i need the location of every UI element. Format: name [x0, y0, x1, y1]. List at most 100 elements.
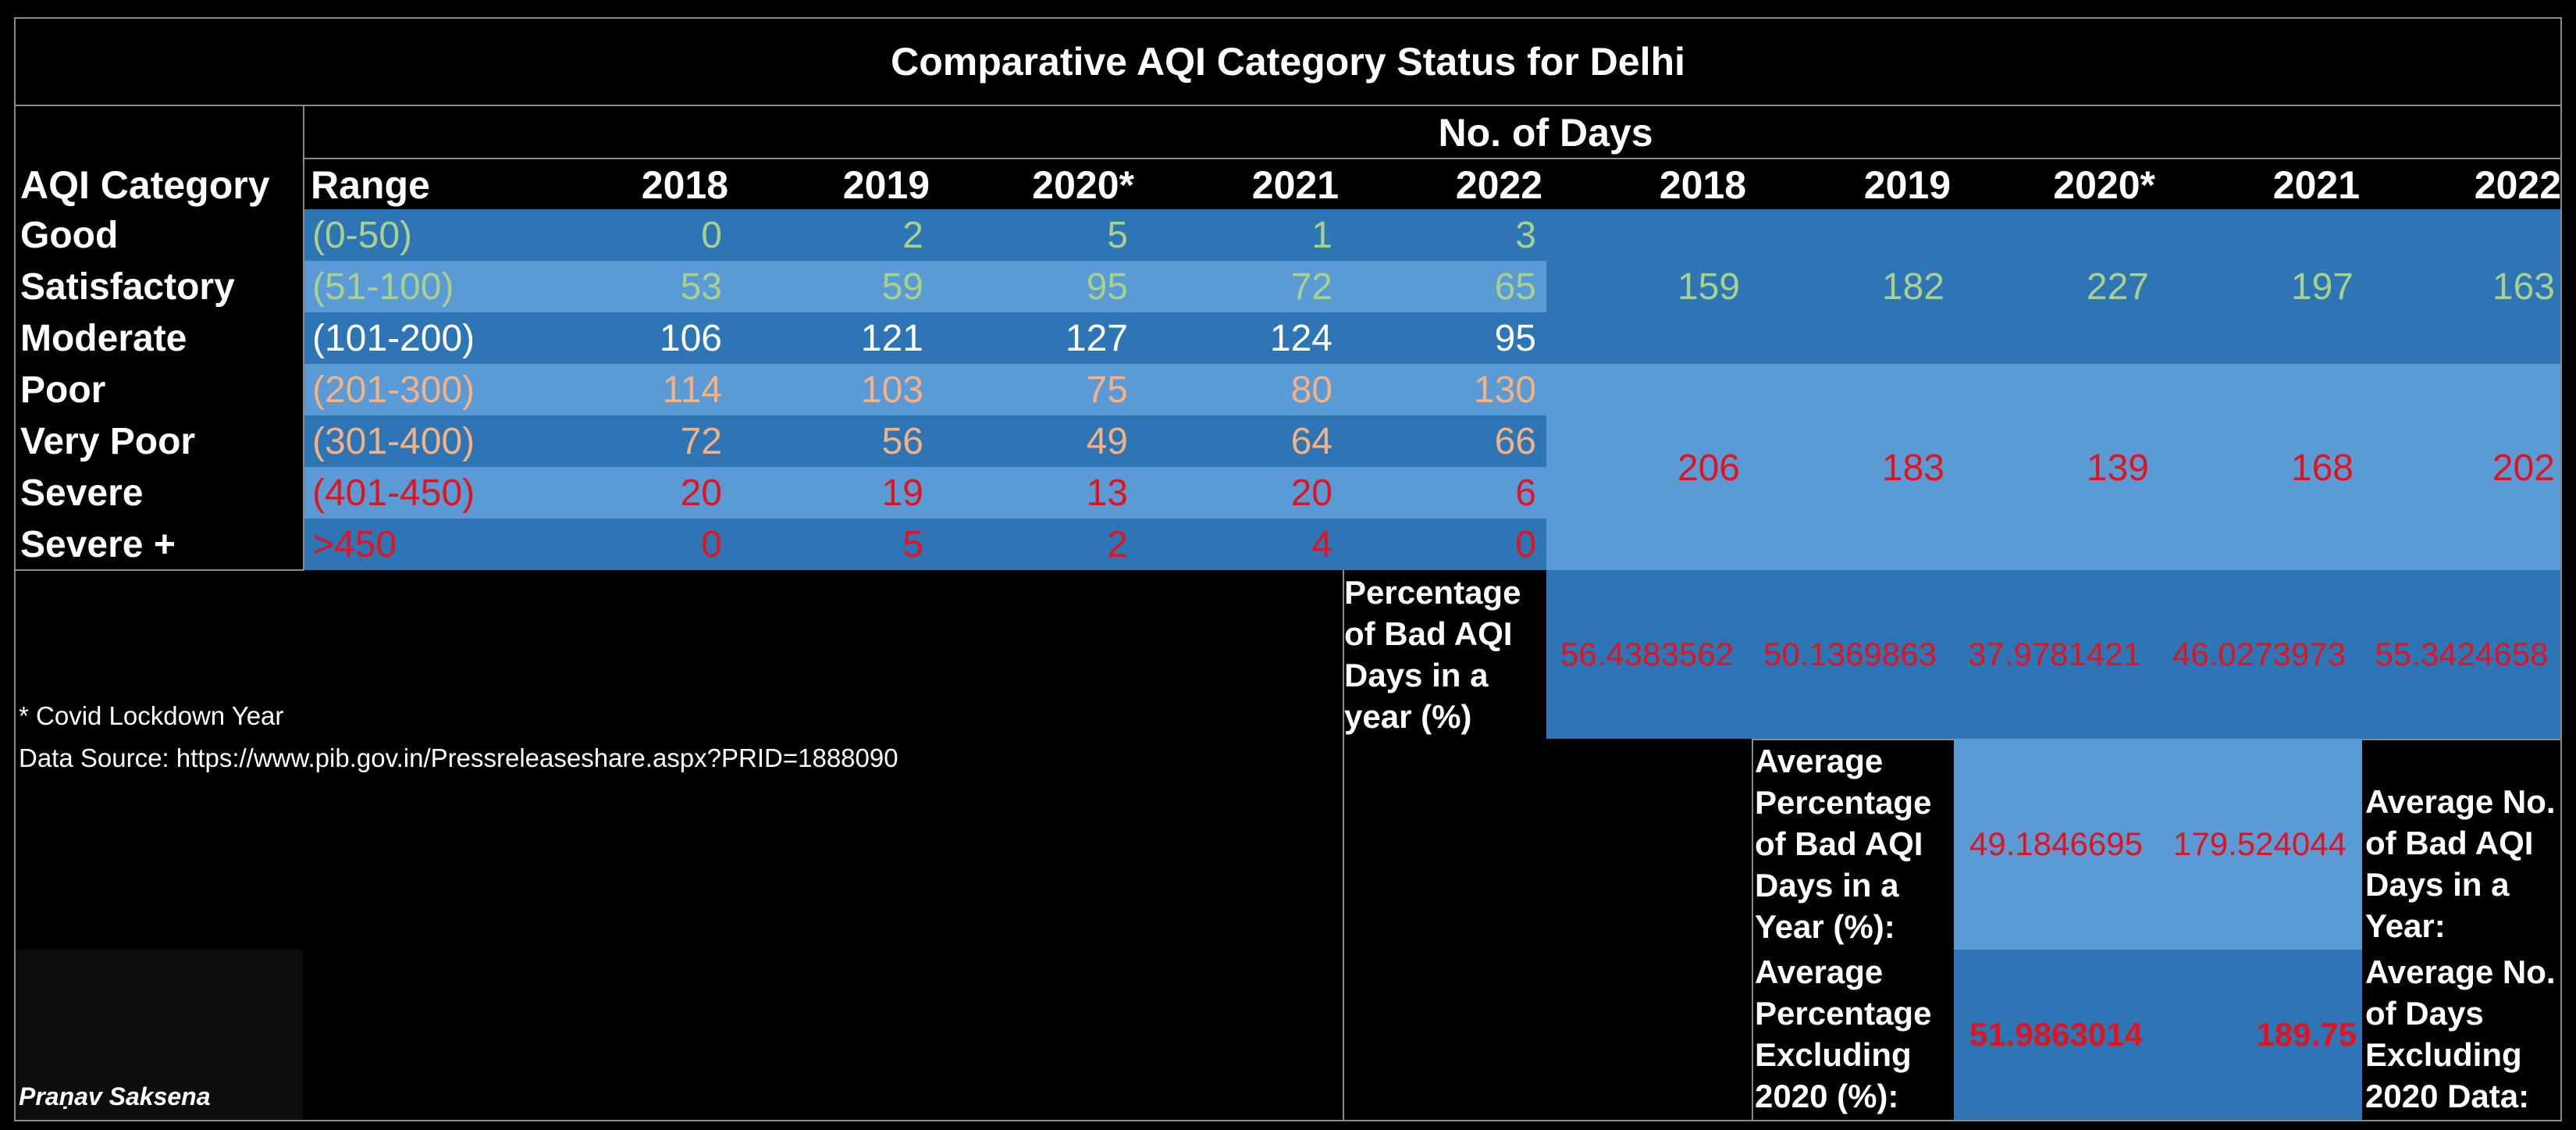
category-satisfactory: Satisfactory — [20, 266, 235, 308]
avg-excl-pct-label: Average Percentage Excluding 2020 (%): — [1755, 954, 1932, 1114]
avg-row-bg — [1954, 739, 2362, 950]
value-satisfactory-2020: 95 — [1086, 266, 1128, 308]
value-severe-2020: 13 — [1086, 472, 1128, 514]
table-bottom-divider — [14, 569, 304, 571]
avg-pct-label: Average Percentage of Bad AQI Days in a … — [1755, 743, 1932, 945]
pct-bad-2019: 50.1369863 — [1763, 636, 1937, 672]
row-moderate-bg — [304, 312, 1546, 364]
value-severe-2021: 20 — [1290, 472, 1332, 514]
pct-bad-2018: 56.4383562 — [1560, 636, 1734, 672]
value-good-2020: 5 — [1107, 214, 1128, 256]
value-satisfactory-2019: 59 — [881, 266, 923, 308]
category-severe: Severe — [20, 472, 144, 514]
value-satisfactory-2018: 53 — [680, 266, 722, 308]
category-poor: Poor — [20, 369, 106, 411]
value-very-poor-2021: 64 — [1290, 420, 1332, 462]
avg-days-value: 179.524044 — [2173, 825, 2347, 862]
range-good: (0-50) — [312, 214, 413, 256]
good-days-2019: 182 — [1881, 266, 1944, 308]
range-poor: (201-300) — [312, 369, 475, 411]
summary-year-header-2021: 2021 — [2272, 163, 2360, 207]
avg-days-label: Average No. of Bad AQI Days in a Year: — [2365, 783, 2556, 944]
bad-days-2020: 139 — [2086, 447, 2149, 489]
value-severe-2018: 20 — [680, 472, 722, 514]
value-good-2022: 3 — [1515, 214, 1536, 256]
avg-excl-pct-value: 51.9863014 — [1969, 1016, 2143, 1053]
year-header-2020: 2020* — [1032, 163, 1134, 207]
good-days-2021: 197 — [2290, 266, 2354, 308]
value-good-2019: 2 — [902, 214, 923, 256]
pct-bad-2020: 37.9781421 — [1968, 636, 2141, 672]
category-divider — [303, 105, 304, 570]
value-poor-2019: 103 — [860, 369, 923, 411]
year-header-2018: 2018 — [641, 163, 728, 207]
value-good-2018: 0 — [701, 214, 722, 256]
avg-excl-row-bg — [1954, 950, 2362, 1120]
bad-days-summary-bg — [1546, 364, 2562, 570]
year-header-2019: 2019 — [842, 163, 930, 207]
year-header-2022: 2022 — [1455, 163, 1542, 207]
author-box — [14, 950, 303, 1120]
value-severe-plus-2019: 5 — [902, 523, 923, 565]
value-good-2021: 1 — [1311, 214, 1332, 256]
avg-label-top-divider — [1752, 739, 1955, 740]
value-moderate-2022: 95 — [1494, 317, 1536, 359]
pct-bad-row-bg — [1546, 570, 2562, 739]
value-satisfactory-2022: 65 — [1494, 266, 1536, 308]
value-very-poor-2018: 72 — [680, 420, 722, 462]
bad-days-2018: 206 — [1677, 447, 1740, 489]
avg-label-left-divider — [1752, 739, 1753, 1121]
data-source-note: Data Source: https://www.pib.gov.in/Pres… — [19, 743, 898, 772]
value-poor-2020: 75 — [1086, 369, 1128, 411]
value-severe-2022: 6 — [1515, 472, 1536, 514]
row-very-poor-bg — [304, 415, 1546, 467]
page-title: Comparative AQI Category Status for Delh… — [891, 40, 1685, 84]
range-moderate: (101-200) — [312, 317, 475, 359]
row-severe-plus-bg — [304, 519, 1546, 570]
value-poor-2022: 130 — [1473, 369, 1536, 411]
bad-days-2022: 202 — [2492, 447, 2555, 489]
range-severe-plus: >450 — [312, 523, 397, 565]
good-days-summary-bg — [1546, 209, 2562, 364]
range-satisfactory: (51-100) — [312, 266, 454, 308]
value-very-poor-2020: 49 — [1086, 420, 1128, 462]
category-moderate: Moderate — [20, 317, 187, 359]
value-satisfactory-2021: 72 — [1290, 266, 1332, 308]
year-header-2021: 2021 — [1251, 163, 1339, 207]
avg-pct-value: 49.1846695 — [1969, 825, 2143, 862]
good-days-2022: 163 — [2492, 266, 2555, 308]
summary-year-header-2018: 2018 — [1659, 163, 1746, 207]
row-poor-bg — [304, 364, 1546, 415]
value-moderate-2020: 127 — [1065, 317, 1128, 359]
avg-excl-days-label: Average No. of Days Excluding 2020 Data: — [2365, 954, 2556, 1114]
subheader-divider — [304, 158, 2562, 159]
range-very-poor: (301-400) — [312, 420, 475, 462]
value-poor-2018: 114 — [662, 369, 722, 411]
good-days-2018: 159 — [1677, 266, 1740, 308]
summary-year-header-2020: 2020* — [2053, 163, 2155, 207]
good-days-2020: 227 — [2086, 266, 2149, 308]
row-satisfactory-bg — [304, 261, 1546, 312]
value-moderate-2019: 121 — [860, 317, 923, 359]
bad-days-2019: 183 — [1881, 447, 1944, 489]
summary-year-header-2022: 2022 — [2474, 163, 2561, 207]
pct-bad-label: Percentage of Bad AQI Days in a year (%) — [1344, 574, 1521, 735]
title-divider — [14, 105, 2562, 106]
value-very-poor-2019: 56 — [881, 420, 923, 462]
value-very-poor-2022: 66 — [1494, 420, 1536, 462]
covid-note: * Covid Lockdown Year — [19, 701, 284, 730]
border-top — [14, 17, 2562, 19]
pct-bad-2022: 55.3424658 — [2375, 636, 2549, 672]
range-header: Range — [311, 163, 430, 207]
category-very-poor: Very Poor — [20, 420, 196, 462]
category-severe-plus: Severe + — [20, 523, 176, 565]
category-good: Good — [20, 214, 119, 256]
pct-label-left-divider — [1343, 570, 1344, 1121]
value-moderate-2018: 106 — [659, 317, 722, 359]
author-signature: Praṇav Saksena — [19, 1082, 211, 1110]
bad-days-2021: 168 — [2290, 447, 2354, 489]
value-severe-plus-2021: 4 — [1311, 523, 1332, 565]
range-severe: (401-450) — [312, 472, 475, 514]
pct-bad-2021: 46.0273973 — [2172, 636, 2346, 672]
border-right — [2560, 17, 2562, 1121]
